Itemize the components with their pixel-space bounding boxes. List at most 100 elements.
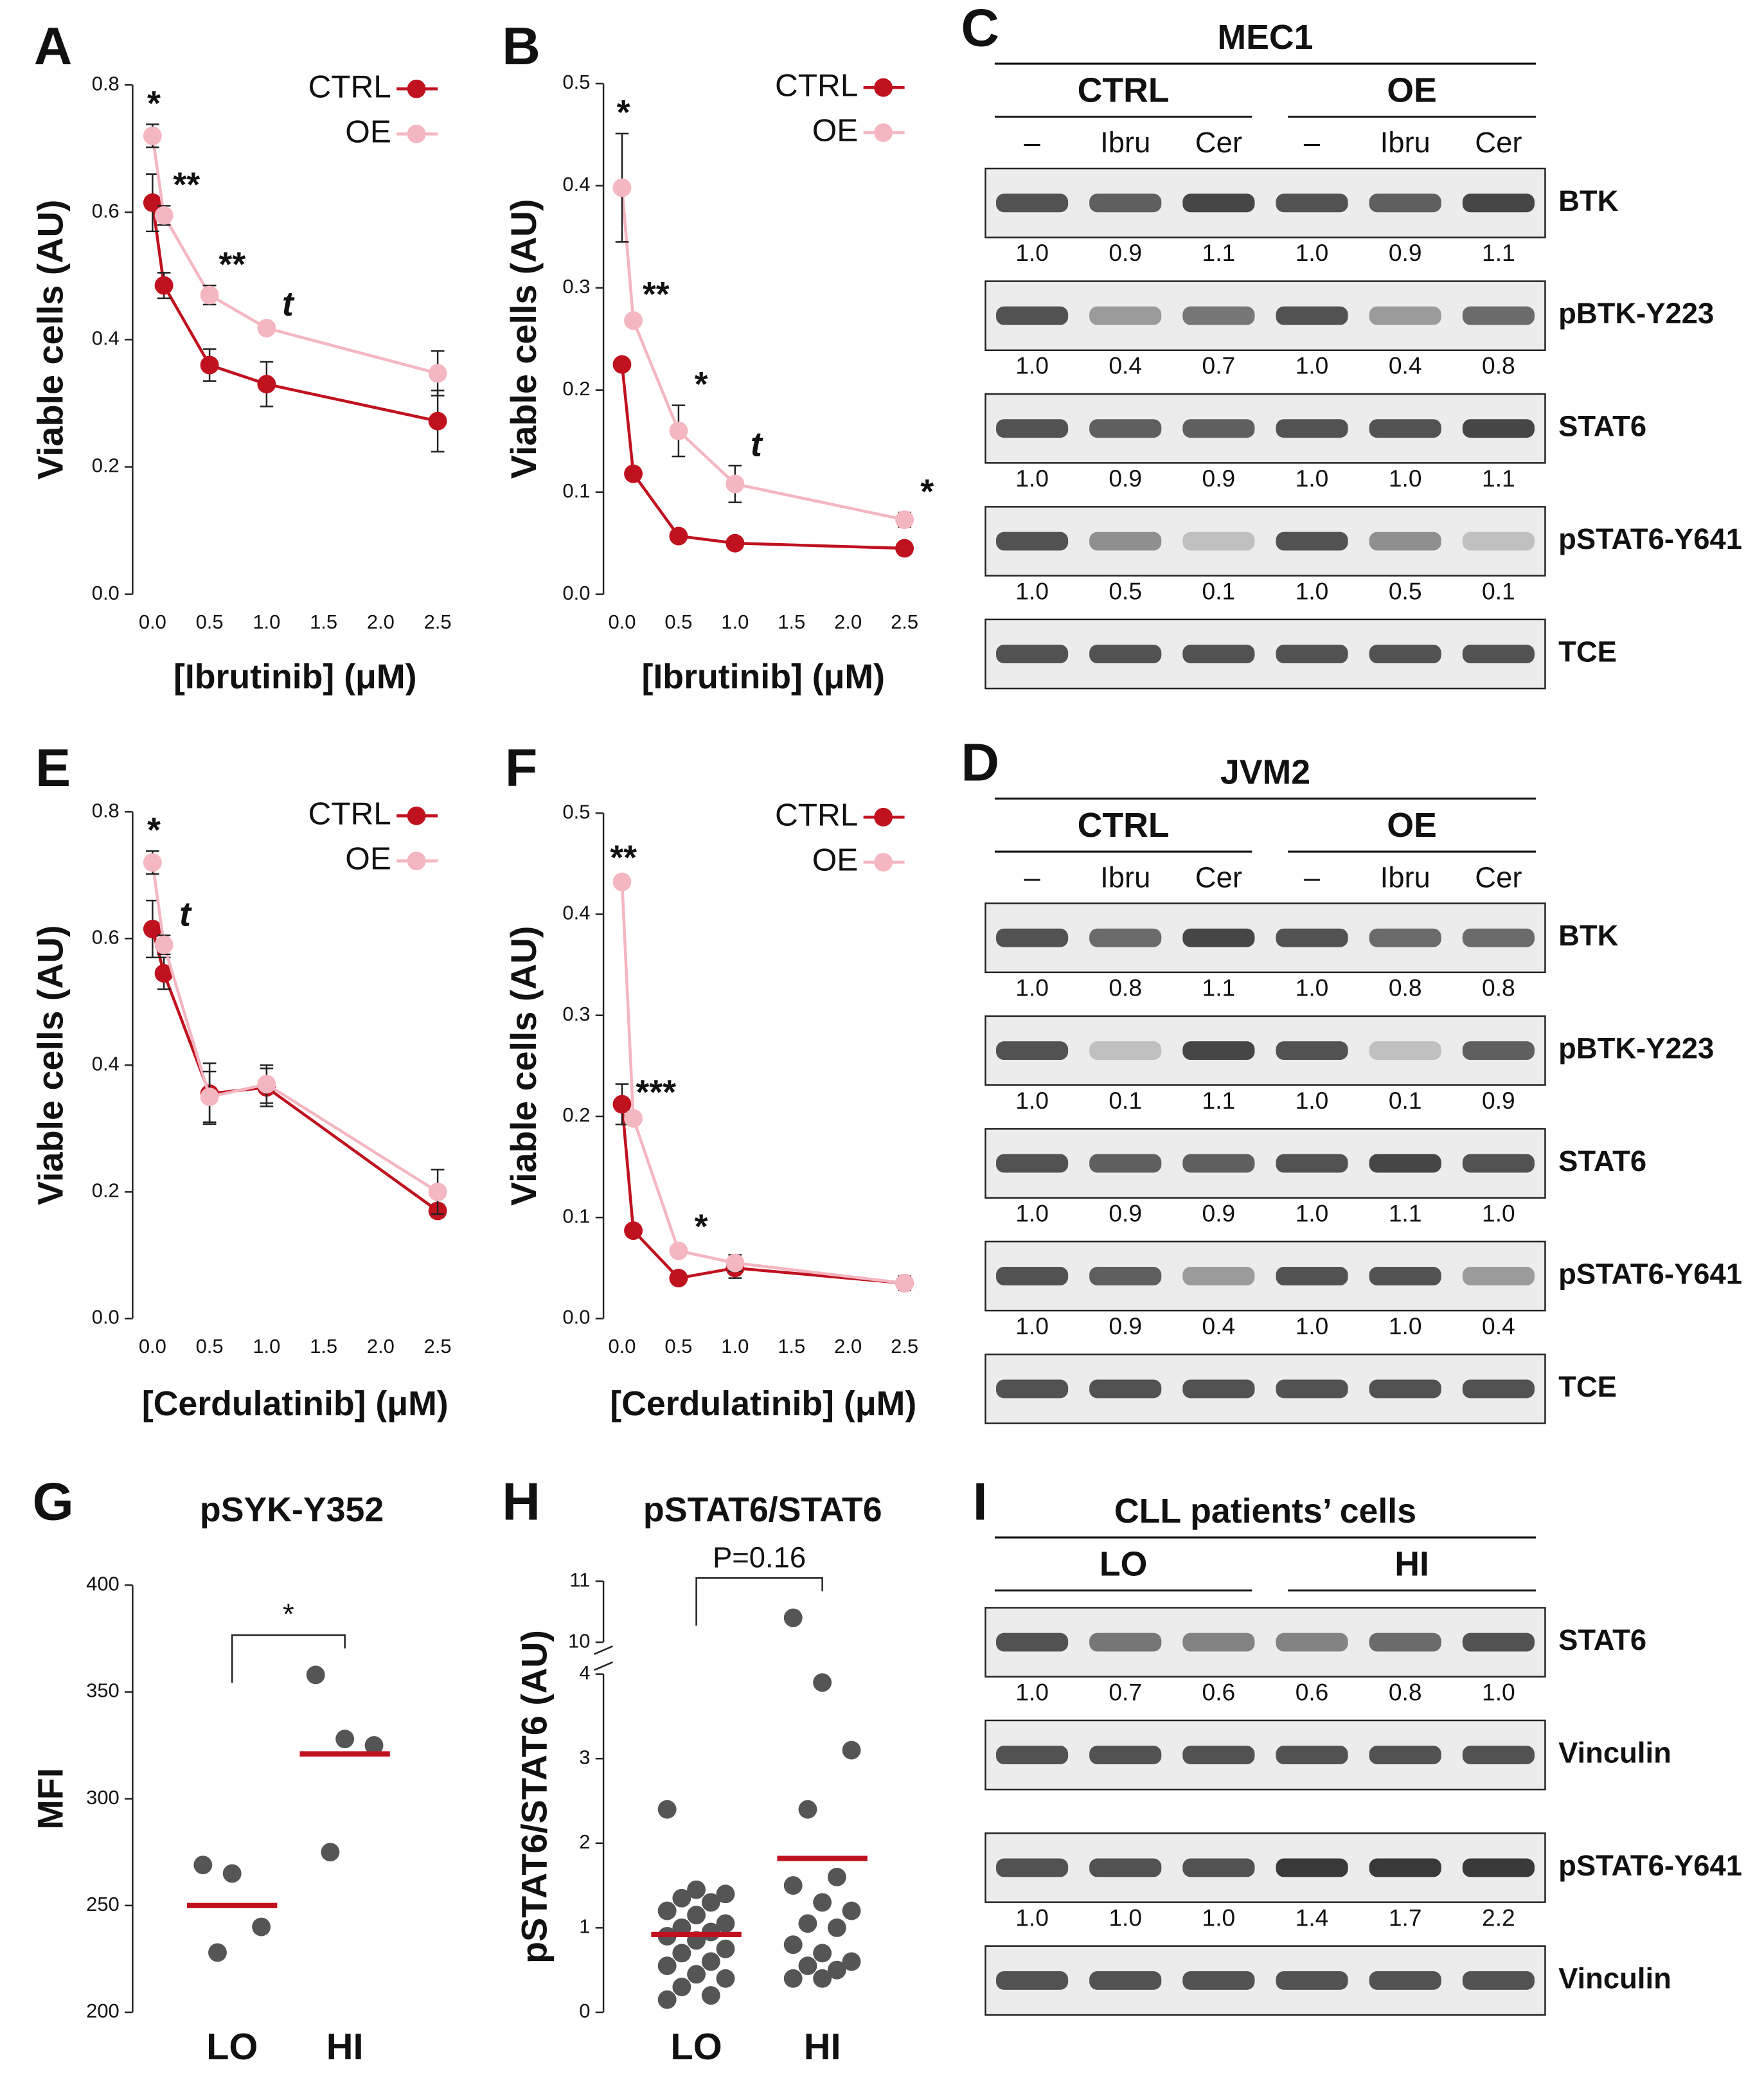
legend-marker (407, 852, 426, 870)
band (1462, 419, 1535, 438)
panel-letter: A (34, 17, 73, 76)
y-tick-label: 10 (568, 1629, 590, 1652)
data-point (687, 1965, 706, 1984)
band (1182, 1041, 1255, 1060)
quant-label: 0.9 (1482, 1087, 1515, 1114)
row-label: Vinculin (1558, 1737, 1671, 1769)
band (1089, 1041, 1162, 1060)
y-tick-label: 0.2 (562, 377, 590, 400)
quant-label: 0.1 (1482, 577, 1515, 604)
y-axis-label: Viable cells (AU) (504, 199, 544, 479)
legend-marker (407, 125, 426, 143)
x-tick-label: 2.5 (891, 611, 918, 633)
quant-label: 1.0 (1482, 1678, 1515, 1705)
data-point (364, 1736, 384, 1755)
band (1276, 1154, 1348, 1173)
data-point (200, 1087, 219, 1107)
quant-label: 1.0 (1296, 974, 1329, 1001)
quant-label: 0.9 (1109, 465, 1142, 492)
legend-label: OE (812, 112, 859, 148)
data-point (154, 935, 174, 954)
band (995, 193, 1069, 213)
group-label: CTRL (1078, 71, 1170, 110)
y-tick-label: 0.2 (92, 1179, 120, 1202)
annotation: * (919, 472, 934, 511)
band (995, 928, 1069, 947)
quant-label: 1.0 (1015, 1199, 1049, 1226)
row-label: TCE (1558, 636, 1617, 668)
blot-panel (984, 1015, 1546, 1086)
quant-label: 0.5 (1109, 577, 1142, 604)
y-tick-label: 0.3 (562, 275, 590, 298)
band (1089, 1858, 1162, 1877)
panel-letter: B (502, 17, 540, 76)
x-axis-label: [Ibrutinib] (μM) (642, 658, 885, 696)
data-point (701, 1952, 720, 1971)
quant-label: 0.9 (1389, 239, 1422, 266)
legend-label: OE (345, 841, 391, 877)
band (1369, 1041, 1441, 1060)
legend-label: OE (345, 114, 391, 150)
legend-marker (874, 853, 893, 872)
data-point (252, 1917, 271, 1937)
band (1089, 1154, 1162, 1173)
quant-label: 0.9 (1109, 1199, 1142, 1226)
y-axis-label: Viable cells (AU) (504, 926, 544, 1206)
blot-title: MEC1 (1217, 18, 1313, 57)
data-point (193, 1856, 213, 1875)
quant-label: 0.8 (1389, 974, 1422, 1001)
annotation: ** (172, 166, 200, 204)
quant-label: 0.7 (1202, 352, 1236, 379)
x-tick-label: 0.0 (608, 611, 636, 633)
chart-title: pSYK-Y352 (200, 1490, 384, 1529)
y-tick-label: 0.0 (562, 1306, 590, 1329)
x-tick-label: 2.0 (834, 1335, 862, 1357)
lane-label: Ibru (1100, 861, 1150, 893)
annotation: ** (609, 839, 637, 877)
data-point (827, 1960, 846, 1980)
x-tick-label: 0.0 (139, 611, 166, 633)
lane-label: – (1024, 861, 1040, 893)
y-tick-label: 0.6 (92, 199, 120, 222)
y-tick-label: 0.3 (562, 1003, 590, 1025)
band (1369, 306, 1441, 325)
panel-letter: H (502, 1472, 540, 1531)
y-tick-label: 0.0 (92, 1306, 120, 1329)
band (1462, 1746, 1535, 1764)
band (1369, 193, 1441, 213)
legend-label: CTRL (775, 797, 858, 832)
quant-label: 1.1 (1482, 465, 1515, 492)
x-tick-label: LO (206, 2027, 258, 2068)
quant-label: 0.8 (1482, 352, 1515, 379)
quant-label: 1.1 (1202, 1087, 1236, 1114)
annotation: * (616, 93, 630, 132)
band (1369, 419, 1441, 438)
band (995, 1154, 1069, 1173)
band (1369, 1379, 1441, 1399)
quant-label: 1.1 (1202, 974, 1236, 1001)
data-point (657, 1901, 677, 1920)
band (1182, 1858, 1255, 1877)
data-point (428, 1182, 447, 1201)
band (1182, 419, 1255, 438)
band (1369, 1971, 1441, 1990)
data-point (612, 178, 632, 197)
band (1276, 306, 1348, 325)
data-point (726, 533, 745, 553)
x-tick-label: 0.5 (664, 611, 692, 633)
band (1462, 532, 1535, 551)
data-point (657, 1956, 677, 1976)
quant-label: 0.9 (1109, 239, 1142, 266)
band (1369, 1858, 1441, 1877)
band (1276, 928, 1348, 947)
band (995, 645, 1069, 663)
quant-label: 1.0 (1015, 1678, 1049, 1705)
y-axis-label: Viable cells (AU) (30, 926, 70, 1206)
data-point (154, 963, 174, 983)
band (1276, 1379, 1348, 1399)
data-point (257, 319, 276, 337)
row-label: pSTAT6-Y641 (1558, 1849, 1742, 1882)
quant-label: 0.9 (1202, 465, 1236, 492)
axis-break (594, 1645, 614, 1671)
